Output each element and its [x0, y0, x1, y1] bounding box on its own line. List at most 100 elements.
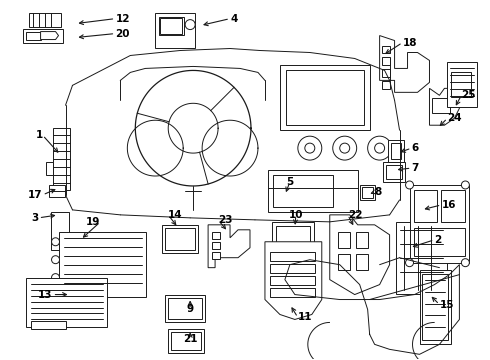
Bar	[419, 270, 451, 345]
Bar	[447, 62, 477, 107]
Text: 12: 12	[115, 14, 130, 24]
Circle shape	[51, 256, 59, 264]
Text: 22: 22	[348, 210, 362, 220]
Circle shape	[298, 136, 322, 160]
Bar	[160, 18, 182, 33]
Bar	[338, 232, 350, 248]
Circle shape	[51, 238, 59, 246]
Bar	[168, 298, 202, 319]
Bar	[23, 28, 63, 42]
Bar	[391, 143, 400, 159]
Circle shape	[375, 143, 385, 153]
Bar	[414, 190, 438, 222]
Bar	[212, 232, 220, 239]
Polygon shape	[265, 242, 322, 319]
Polygon shape	[208, 225, 250, 268]
Text: 8: 8	[375, 187, 382, 197]
Bar	[162, 225, 198, 253]
Bar	[422, 274, 448, 340]
Text: 11: 11	[298, 312, 312, 323]
Polygon shape	[380, 36, 429, 92]
Circle shape	[406, 181, 414, 189]
Text: 18: 18	[403, 37, 417, 48]
Bar	[28, 13, 61, 27]
Text: 5: 5	[286, 177, 294, 187]
Text: 3: 3	[31, 213, 39, 223]
Text: 2: 2	[435, 235, 441, 245]
Text: 10: 10	[289, 210, 303, 220]
Bar	[286, 71, 364, 125]
Bar	[338, 254, 350, 270]
Bar	[30, 321, 66, 329]
Bar	[382, 58, 390, 66]
Bar	[270, 276, 315, 285]
Bar	[280, 66, 369, 130]
Bar	[270, 252, 315, 261]
Circle shape	[462, 259, 469, 267]
Bar	[441, 190, 466, 222]
Bar	[168, 329, 204, 353]
Bar	[276, 226, 310, 250]
Polygon shape	[330, 215, 390, 294]
Bar	[58, 232, 147, 297]
Text: 13: 13	[38, 289, 52, 300]
Bar	[362, 187, 372, 198]
Bar	[272, 222, 314, 254]
Text: 4: 4	[230, 14, 238, 24]
Bar	[388, 140, 404, 162]
Bar	[212, 252, 220, 259]
Bar	[451, 72, 471, 97]
Circle shape	[51, 274, 59, 282]
Bar	[414, 228, 466, 256]
Bar	[382, 69, 390, 77]
Polygon shape	[429, 88, 460, 125]
Text: 24: 24	[447, 113, 462, 123]
Bar	[410, 185, 469, 263]
Bar	[25, 32, 41, 40]
Text: 19: 19	[86, 217, 100, 227]
Circle shape	[462, 181, 469, 189]
Circle shape	[368, 136, 392, 160]
Text: 23: 23	[218, 215, 233, 225]
Polygon shape	[50, 212, 69, 250]
Polygon shape	[46, 162, 52, 175]
Bar	[165, 294, 205, 323]
Polygon shape	[41, 32, 58, 40]
Bar	[386, 165, 401, 179]
Text: 15: 15	[440, 300, 454, 310]
Bar	[270, 288, 315, 297]
Circle shape	[340, 143, 350, 153]
Circle shape	[406, 259, 414, 267]
Text: 6: 6	[412, 143, 419, 153]
Bar	[155, 13, 195, 48]
Bar	[356, 232, 368, 248]
Bar	[383, 162, 405, 182]
Bar	[382, 45, 390, 54]
Text: 20: 20	[115, 28, 130, 39]
Bar	[159, 17, 184, 35]
Text: 7: 7	[412, 163, 419, 173]
Text: 21: 21	[183, 334, 197, 345]
Circle shape	[333, 136, 357, 160]
Text: 17: 17	[28, 190, 43, 200]
Bar	[268, 170, 358, 212]
Bar	[49, 185, 65, 197]
Circle shape	[185, 20, 195, 30]
Bar	[395, 222, 447, 293]
Text: 16: 16	[441, 200, 456, 210]
Bar	[356, 254, 368, 270]
Bar	[382, 81, 390, 89]
Text: 1: 1	[35, 130, 43, 140]
Bar	[165, 228, 195, 250]
Text: 9: 9	[187, 305, 194, 315]
Bar	[433, 98, 450, 113]
Bar	[25, 278, 107, 328]
Bar	[360, 185, 375, 200]
Bar	[52, 128, 71, 190]
Bar	[171, 332, 201, 350]
Bar	[273, 175, 333, 207]
Text: 14: 14	[168, 210, 183, 220]
Bar	[212, 242, 220, 249]
Bar	[270, 264, 315, 273]
Circle shape	[305, 143, 315, 153]
